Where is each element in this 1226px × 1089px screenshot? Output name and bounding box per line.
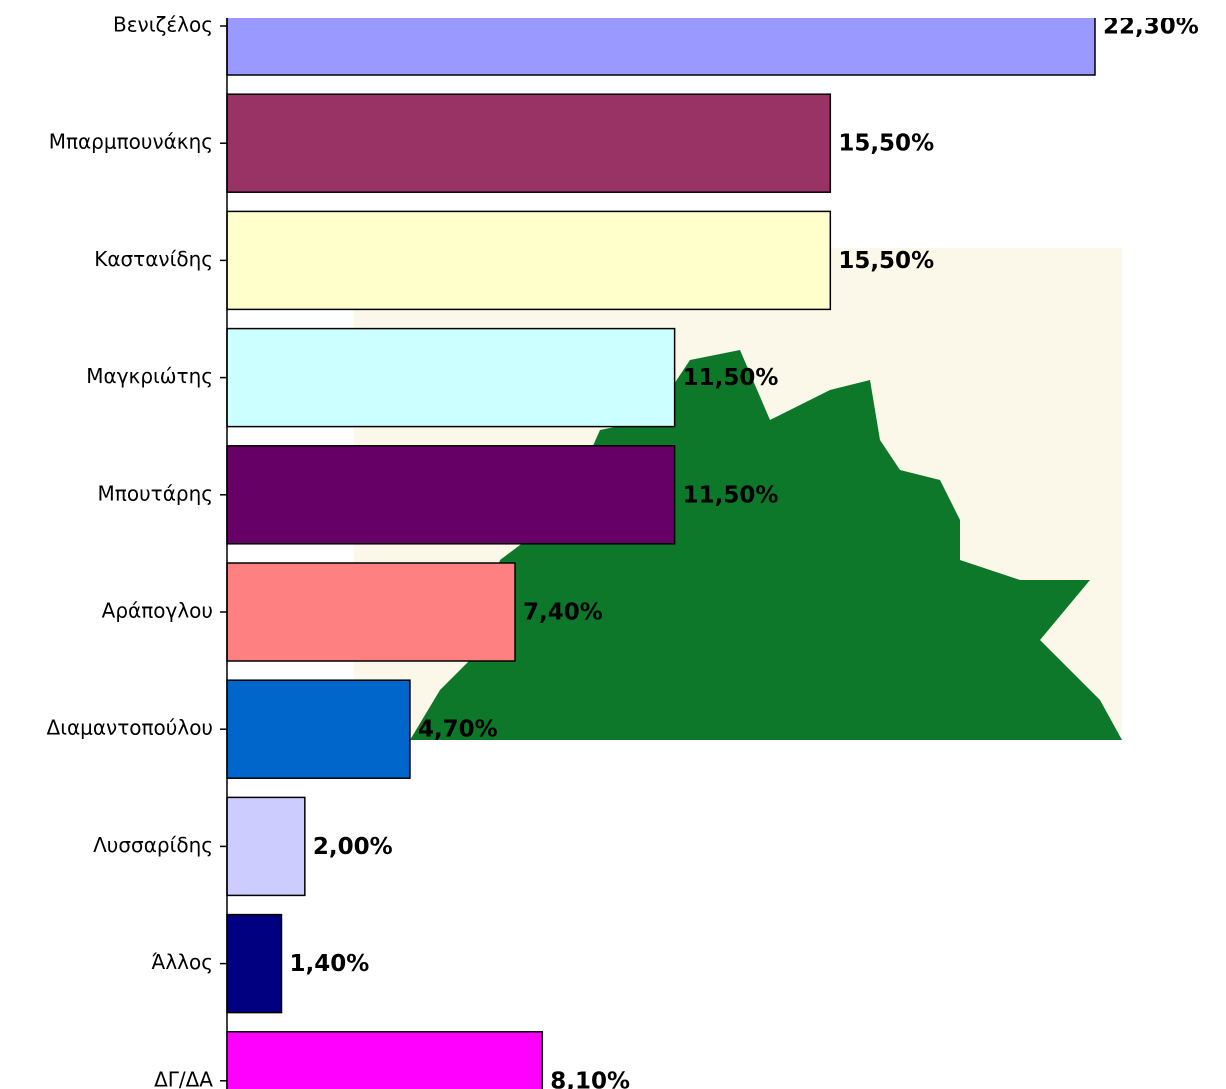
value-label: 11,50% <box>683 482 779 508</box>
y-tick-label: Μπαρμπουνάκης <box>49 130 213 154</box>
value-label: 11,50% <box>683 365 779 391</box>
bar <box>226 210 832 311</box>
bar <box>226 796 306 897</box>
value-label: 8,10% <box>550 1068 630 1089</box>
y-tick-label: Άλλος <box>152 950 214 974</box>
y-tick-label: Μπουτάρης <box>98 481 213 505</box>
y-tick-label: Διαμαντοπούλου <box>47 716 213 740</box>
plot: 22,30% 15,50% 15,50% 11,50% 11,50% 7,40% 4,70%… <box>226 14 1199 1089</box>
y-tick-label: Αράπογλου <box>102 599 213 623</box>
value-label: 15,50% <box>838 248 934 274</box>
y-tick-label: Μαγκριώτης <box>86 364 213 388</box>
y-tick-label: Καστανίδης <box>94 247 213 271</box>
y-tick-label: Λυσσαρίδης <box>93 833 213 857</box>
bar <box>226 679 411 779</box>
bar <box>226 913 283 1014</box>
bar <box>226 562 516 662</box>
value-label: 4,70% <box>418 717 498 743</box>
bar <box>226 445 676 545</box>
bar <box>226 93 832 193</box>
value-label: 22,30% <box>1103 14 1199 40</box>
value-label: 15,50% <box>838 131 934 157</box>
value-label: 7,40% <box>523 600 603 626</box>
bar <box>226 18 1096 76</box>
bar <box>226 1031 544 1089</box>
y-tick-label: Βενιζέλος <box>113 13 213 37</box>
value-label: 2,00% <box>313 834 393 860</box>
bar <box>226 327 676 428</box>
y-tick-label: ΔΓ/ΔΑ <box>154 1067 213 1089</box>
value-label: 1,40% <box>289 951 369 977</box>
